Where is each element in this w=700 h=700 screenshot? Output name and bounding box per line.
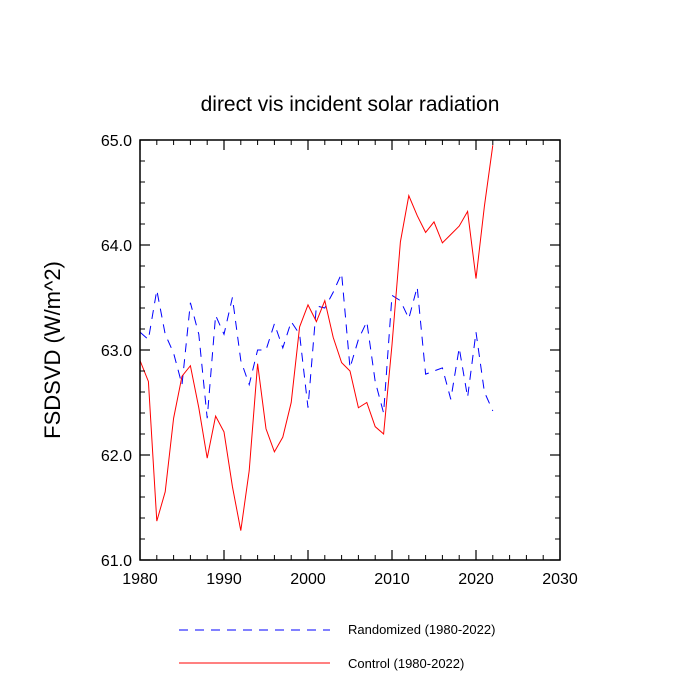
- y-tick-label: 64.0: [101, 238, 132, 255]
- tick-labels: 1980 1990 2000 2010 2020 2030 61.0 62.0 63.0 64.0…: [101, 133, 578, 588]
- x-tick-label: 2030: [542, 571, 578, 588]
- plot-frame: [139, 139, 561, 561]
- series-line-control: [139, 145, 494, 531]
- chart-title: direct vis incident solar radiation: [201, 93, 500, 116]
- legend-label-randomized: Randomized (1980-2022): [348, 622, 495, 637]
- series-line-randomized: [139, 271, 494, 419]
- x-tick-label: 2000: [290, 571, 326, 588]
- x-tick-label: 2020: [458, 571, 494, 588]
- x-tick-label: 1980: [122, 571, 158, 588]
- x-tick-label: 2010: [374, 571, 410, 588]
- y-tick-label: 62.0: [101, 448, 132, 465]
- major-ticks: [139, 139, 561, 561]
- legend-label-control: Control (1980-2022): [348, 656, 464, 671]
- x-tick-label: 1990: [206, 571, 242, 588]
- minor-ticks: [140, 140, 560, 560]
- y-tick-label: 61.0: [101, 553, 132, 570]
- legend: Randomized (1980-2022) Control (1980-202…: [179, 622, 495, 671]
- y-tick-label: 63.0: [101, 343, 132, 360]
- series-layer: [139, 145, 494, 531]
- y-axis-label: FSDSVD (W/m^2): [40, 261, 65, 439]
- y-tick-label: 65.0: [101, 133, 132, 150]
